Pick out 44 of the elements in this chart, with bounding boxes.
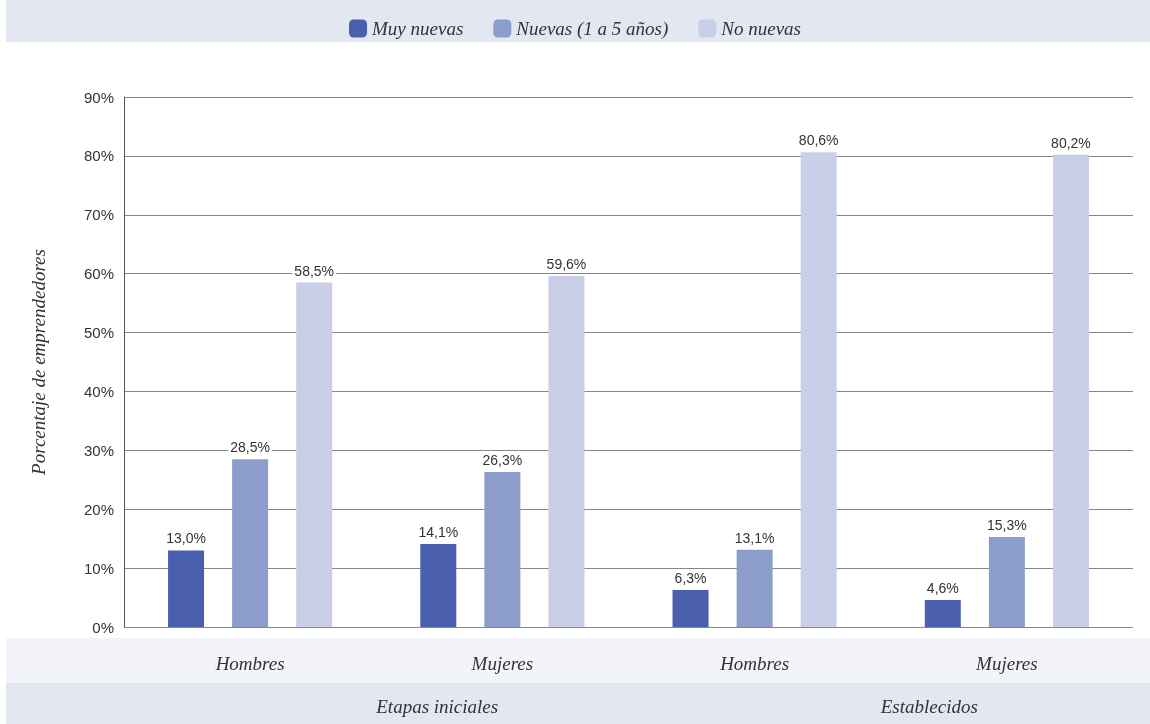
x-tick-label: Hombres xyxy=(719,653,790,674)
data-label: 4,6% xyxy=(926,579,959,596)
y-tick-label: 90% xyxy=(83,88,114,106)
bar xyxy=(420,543,457,627)
text: Establecidos xyxy=(879,696,978,717)
y-tick-label: 70% xyxy=(83,206,114,224)
data-label: 28,5% xyxy=(230,439,270,456)
bar xyxy=(672,589,709,627)
bar xyxy=(168,550,205,627)
bar xyxy=(736,549,773,627)
bar xyxy=(296,282,333,627)
data-label: 15,3% xyxy=(987,516,1027,533)
data-label: 80,6% xyxy=(798,132,839,149)
bar xyxy=(548,276,585,627)
data-label: 26,3% xyxy=(482,452,523,469)
bar xyxy=(1052,154,1089,627)
bar xyxy=(484,472,521,627)
y-tick-label: 40% xyxy=(83,382,114,400)
legend-label: No nuevas xyxy=(720,18,801,39)
x-tick-label: Mujeres xyxy=(470,653,534,674)
y-tick-label: 10% xyxy=(83,559,114,577)
data-label: 13,1% xyxy=(734,529,775,546)
y-tick-label: 60% xyxy=(83,265,114,283)
y-axis-title: Porcentaje de emprendedores xyxy=(28,249,49,476)
y-tick-label: 80% xyxy=(83,147,114,165)
y-tick-label: 0% xyxy=(92,618,114,636)
data-label: 58,5% xyxy=(294,262,335,279)
legend-label: Muy nuevas xyxy=(371,18,464,39)
bar xyxy=(800,152,837,627)
y-tick-label: 20% xyxy=(83,500,114,518)
x-tick-label: Mujeres xyxy=(975,653,1038,674)
x-tick-label: Hombres xyxy=(214,653,285,674)
bar xyxy=(232,459,269,627)
y-tick-label: 50% xyxy=(83,324,114,342)
text: Etapas iniciales xyxy=(375,696,499,717)
data-label: 6,3% xyxy=(674,569,707,586)
bar xyxy=(988,536,1025,627)
y-tick-label: 30% xyxy=(83,441,114,459)
legend-label: Nuevas (1 a 5 años) xyxy=(515,18,669,40)
bar xyxy=(924,599,961,627)
data-label: 14,1% xyxy=(418,523,459,540)
data-label: 80,2% xyxy=(1051,134,1091,151)
data-label: 59,6% xyxy=(546,256,587,273)
data-label: 13,0% xyxy=(166,530,206,547)
